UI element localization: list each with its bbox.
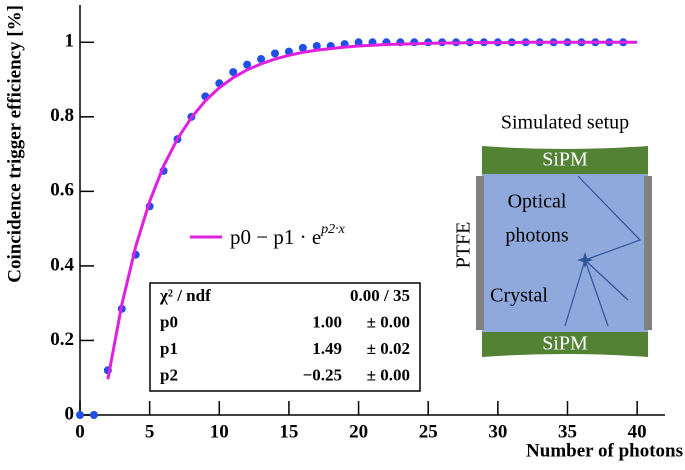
x-tick-label: 0: [75, 421, 85, 442]
data-point: [354, 38, 363, 47]
y-tick-label: 0.8: [50, 105, 74, 126]
stats-error: ± 0.00: [367, 365, 410, 384]
photon-paths: [564, 175, 642, 327]
stats-value: 0.00 / 35: [350, 286, 410, 305]
stats-value: −0.25: [303, 365, 342, 384]
inset-title: Simulated setup: [501, 112, 629, 134]
data-point: [76, 411, 84, 419]
legend-label: p0 − p1 · ep2·x: [230, 222, 346, 249]
sipm-top: [482, 146, 648, 174]
data-point: [271, 49, 279, 58]
data-point: [229, 68, 238, 77]
y-tick-label: 0.2: [50, 329, 74, 350]
x-tick-label: 20: [349, 421, 368, 442]
stats-value: 1.49: [312, 339, 342, 358]
y-tick-label: 0: [65, 403, 75, 424]
y-tick-label: 0.6: [50, 180, 74, 201]
data-point: [298, 43, 307, 52]
stats-box: [149, 282, 421, 392]
stats-error: ± 0.02: [367, 339, 410, 358]
x-tick-label: 15: [279, 421, 298, 442]
y-tick-label: 0.4: [50, 254, 74, 275]
legend-name: p0 − p1 · e: [230, 225, 321, 249]
stats-label: p0: [160, 312, 178, 331]
data-point: [243, 60, 252, 69]
data-point: [89, 411, 98, 419]
sipm-label: SiPM: [542, 333, 588, 355]
data-point: [312, 42, 321, 50]
inset-label: Optical: [508, 191, 567, 213]
inset-label: Crystal: [490, 285, 548, 307]
ptfe-label: PTFE: [453, 222, 475, 269]
inset-setup: [476, 146, 652, 357]
stats-label: p2: [160, 365, 178, 384]
source-star: [577, 252, 593, 268]
crystal: [482, 174, 648, 332]
stats-value: 1.00: [312, 312, 342, 331]
x-tick-label: 30: [488, 421, 507, 442]
x-tick-label: 10: [210, 421, 229, 442]
x-tick-label: 35: [558, 421, 577, 442]
y-axis-title: Coincidence trigger efficiency [%]: [4, 5, 25, 283]
inset-label: photons: [505, 225, 569, 247]
y-tick-label: 1: [65, 31, 75, 52]
x-tick-label: 25: [419, 421, 438, 442]
ptfe-right: [644, 176, 652, 330]
sipm-bottom: [482, 332, 648, 357]
stats-label: χ² / ndf: [159, 286, 211, 305]
fit-line: [106, 40, 638, 380]
data-point: [257, 55, 266, 64]
x-axis-title: Number of photons: [526, 440, 683, 461]
sipm-label: SiPM: [542, 149, 588, 171]
legend-superscript: p2·x: [320, 222, 346, 237]
stats-label: p1: [160, 339, 178, 358]
stats-error: ± 0.00: [367, 312, 410, 331]
x-tick-label: 40: [628, 421, 647, 442]
ptfe-left: [476, 176, 484, 330]
x-tick-label: 5: [145, 421, 155, 442]
